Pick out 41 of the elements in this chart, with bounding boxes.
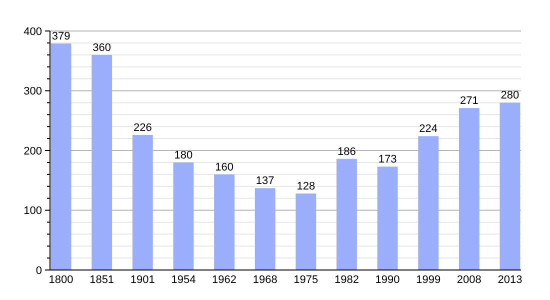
- x-tick-label: 1999: [416, 274, 441, 286]
- data-label: 173: [378, 154, 397, 166]
- x-tick-label: 1990: [375, 274, 400, 286]
- y-tick-label: 0: [36, 264, 42, 277]
- x-tick-label: 1975: [294, 274, 318, 286]
- data-label: 224: [419, 123, 438, 136]
- y-tick-label: 300: [24, 86, 42, 98]
- bar: [132, 134, 153, 270]
- bar: [214, 174, 234, 270]
- data-label: 160: [215, 161, 234, 174]
- x-tick-label: 1851: [90, 274, 114, 286]
- y-tick-label: 400: [24, 26, 42, 38]
- bar: [92, 54, 112, 270]
- data-label: 379: [52, 30, 70, 43]
- bar: [418, 136, 439, 270]
- data-label: 226: [133, 122, 152, 134]
- bar: [336, 158, 357, 270]
- bar: [296, 194, 316, 270]
- bar: [50, 44, 72, 270]
- x-tick-label: 1982: [334, 274, 359, 286]
- data-label: 271: [460, 95, 478, 108]
- bar: [377, 166, 398, 270]
- x-tick-label: 1954: [171, 274, 196, 286]
- bar: [458, 108, 480, 270]
- bar: [254, 188, 276, 270]
- data-label: 128: [296, 180, 316, 193]
- x-tick-label: 2008: [456, 274, 482, 286]
- data-label: 360: [92, 42, 112, 54]
- data-label: 186: [338, 146, 356, 158]
- x-tick-label: 2013: [498, 274, 522, 286]
- y-tick-label: 200: [24, 145, 42, 158]
- bar: [500, 102, 520, 270]
- data-label: 180: [174, 149, 193, 162]
- data-label: 280: [500, 90, 520, 102]
- bar: [173, 162, 194, 270]
- x-tick-label: 1800: [48, 274, 74, 286]
- y-tick-label: 100: [24, 205, 42, 218]
- data-label: 137: [256, 175, 274, 188]
- x-tick-label: 1901: [130, 274, 155, 286]
- x-tick-label: 1968: [252, 274, 278, 286]
- x-tick-label: 1962: [212, 274, 237, 286]
